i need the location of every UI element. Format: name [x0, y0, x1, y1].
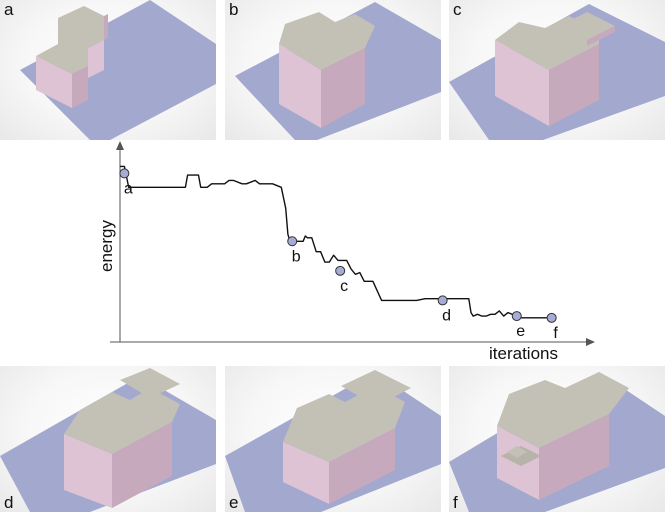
energy-chart: energy iterations a b c d e f [97, 141, 595, 363]
render-panel-f: f [449, 366, 665, 512]
marker-e [511, 311, 522, 322]
block-side-mid [88, 40, 104, 78]
building-render-a [20, 0, 216, 140]
x-axis-arrow [586, 338, 595, 346]
block-roof [283, 386, 405, 462]
energy-series-line [120, 165, 548, 319]
block-side-front [321, 48, 365, 128]
block-side-left [36, 56, 72, 108]
render-panel-e: e [225, 366, 441, 512]
building-render-e [225, 370, 441, 512]
render-panel-c: c [449, 0, 665, 140]
marker-c [335, 265, 346, 276]
block-side-front [549, 44, 599, 126]
y-axis-label: energy [97, 220, 116, 272]
marker-label-f: f [553, 325, 558, 342]
marker-label-d: d [442, 307, 451, 324]
render-panel-d: d [0, 366, 216, 512]
building-render-f [449, 372, 665, 512]
block-side-left [283, 442, 329, 504]
building-render-b [235, 2, 441, 140]
upper-block-roof [341, 370, 411, 406]
block-side-left [279, 44, 321, 128]
marker-label-e: e [516, 323, 525, 340]
marker-label-a: a [124, 180, 133, 197]
marker-b [287, 236, 298, 247]
panel-label: d [4, 493, 14, 512]
small-block-roof [507, 446, 527, 458]
render-panel-a: a [0, 0, 216, 140]
render-panel-b: b [225, 0, 441, 140]
block-side-front [539, 414, 609, 500]
block-side-right [104, 14, 108, 40]
block-side-left [495, 40, 549, 126]
marker-f [546, 312, 557, 323]
block-roof [64, 388, 180, 454]
y-axis-arrow [116, 141, 124, 150]
block-roof [36, 6, 104, 74]
marker-label-b: b [292, 248, 301, 265]
x-axis-label: iterations [489, 344, 558, 363]
block-side-left [64, 434, 112, 508]
upper-block-side [587, 26, 615, 46]
panel-label: e [229, 493, 239, 512]
upper-block-roof [120, 368, 180, 398]
panel-label: b [229, 0, 239, 19]
panel-label: f [453, 493, 458, 512]
marker-label-c: c [340, 278, 348, 295]
block-side-front [112, 422, 172, 508]
marker-d [437, 295, 448, 306]
building-render-d [0, 368, 216, 512]
panel-label: c [453, 0, 462, 19]
marker-a [119, 168, 130, 179]
block-roof [497, 372, 629, 448]
block-side-front [329, 428, 395, 504]
block-roof [279, 12, 375, 70]
iteration-markers: a b c d e f [119, 168, 558, 342]
block-side-front [72, 66, 88, 108]
panel-label: a [4, 0, 14, 19]
building-render-c [449, 4, 665, 140]
